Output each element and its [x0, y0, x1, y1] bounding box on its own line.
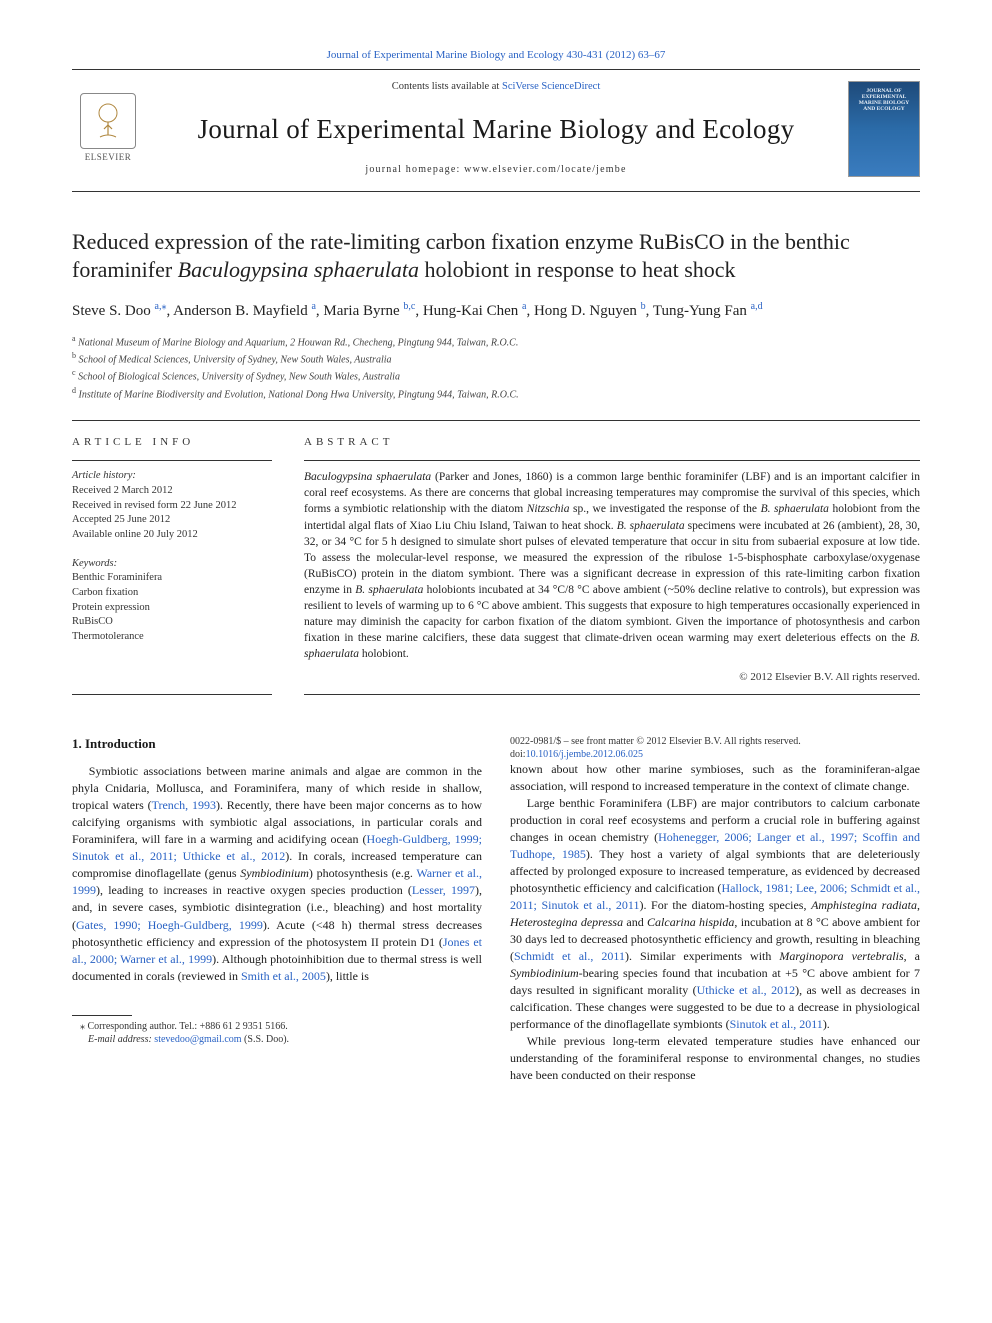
- corresponding-author-footnote: ⁎ Corresponding author. Tel.: +886 61 2 …: [72, 1020, 482, 1033]
- publisher-name: ELSEVIER: [85, 151, 132, 164]
- elsevier-tree-icon: [80, 93, 136, 149]
- bottom-meta: 0022-0981/$ – see front matter © 2012 El…: [510, 735, 920, 761]
- doi-label: doi:: [510, 749, 526, 760]
- article-title: Reduced expression of the rate-limiting …: [72, 228, 920, 285]
- author: Maria Byrne b,c: [323, 303, 415, 319]
- history-line: Accepted 25 June 2012: [72, 513, 272, 528]
- abstract-copyright: © 2012 Elsevier B.V. All rights reserved…: [304, 670, 920, 685]
- top-citation: Journal of Experimental Marine Biology a…: [72, 48, 920, 63]
- info-rule: [72, 460, 272, 461]
- author-list: Steve S. Doo a,⁎, Anderson B. Mayfield a…: [72, 299, 920, 323]
- journal-cover-thumb: JOURNAL OF EXPERIMENTAL MARINE BIOLOGY A…: [848, 81, 920, 177]
- email-label: E-mail address:: [88, 1034, 154, 1045]
- history-line: Received 2 March 2012: [72, 484, 272, 499]
- affiliation: a National Museum of Marine Biology and …: [72, 333, 920, 350]
- author: Hung-Kai Chen a: [423, 303, 527, 319]
- contents-prefix: Contents lists available at: [392, 81, 502, 92]
- email-footnote: E-mail address: stevedoo@gmail.com (S.S.…: [72, 1033, 482, 1046]
- email-person: (S.S. Doo).: [242, 1034, 290, 1045]
- intro-para-3: Large benthic Foraminifera (LBF) are maj…: [510, 795, 920, 1033]
- title-post: holobiont in response to heat shock: [419, 257, 736, 282]
- keywords-label: Keywords:: [72, 557, 272, 572]
- affiliation: c School of Biological Sciences, Univers…: [72, 367, 920, 384]
- sciencedirect-link[interactable]: SciVerse ScienceDirect: [502, 81, 600, 92]
- intro-para-2: known about how other marine symbioses, …: [510, 761, 920, 795]
- abstract-rule: [304, 460, 920, 461]
- author: Tung-Yung Fan a,d: [653, 303, 763, 319]
- masthead-center: Contents lists available at SciVerse Sci…: [160, 80, 832, 176]
- author: Hong D. Nguyen b: [534, 303, 646, 319]
- history-line: Received in revised form 22 June 2012: [72, 499, 272, 514]
- title-species: Baculogypsina sphaerulata: [178, 257, 419, 282]
- section-heading-intro: 1. Introduction: [72, 735, 482, 753]
- intro-para-4: While previous long-term elevated temper…: [510, 1033, 920, 1084]
- journal-homepage: journal homepage: www.elsevier.com/locat…: [160, 163, 832, 177]
- masthead: ELSEVIER Contents lists available at Sci…: [72, 69, 920, 191]
- corr-label: ⁎ Corresponding author. Tel.:: [80, 1021, 200, 1032]
- article-info-heading: article info: [72, 435, 272, 450]
- doi-link[interactable]: 10.1016/j.jembe.2012.06.025: [526, 749, 644, 760]
- intro-para-1: Symbiotic associations between marine an…: [72, 763, 482, 984]
- corr-tel: +886 61 2 9351 5166.: [200, 1021, 288, 1032]
- publisher-logo: ELSEVIER: [72, 89, 144, 169]
- author: Anderson B. Mayfield a: [173, 303, 316, 319]
- divider-rule: [72, 420, 920, 421]
- footnote-rule: [72, 1015, 132, 1016]
- keyword: Benthic Foraminifera: [72, 571, 272, 586]
- keyword: Carbon fixation: [72, 586, 272, 601]
- abstract-heading: abstract: [304, 435, 920, 450]
- article-history: Article history: Received 2 March 2012Re…: [72, 469, 272, 542]
- body-columns: 1. Introduction Symbiotic associations b…: [72, 735, 920, 1085]
- abstract-text: Baculogypsina sphaerulata (Parker and Jo…: [304, 469, 920, 662]
- post-abstract-rule: [72, 694, 920, 695]
- info-abstract-row: article info Article history: Received 2…: [72, 435, 920, 686]
- keyword: Thermotolerance: [72, 630, 272, 645]
- article-info-column: article info Article history: Received 2…: [72, 435, 272, 686]
- affiliation-list: a National Museum of Marine Biology and …: [72, 333, 920, 402]
- keyword: Protein expression: [72, 601, 272, 616]
- keyword: RuBisCO: [72, 615, 272, 630]
- cover-thumb-text: JOURNAL OF EXPERIMENTAL MARINE BIOLOGY A…: [853, 88, 915, 112]
- title-block: Reduced expression of the rate-limiting …: [72, 228, 920, 402]
- history-line: Available online 20 July 2012: [72, 528, 272, 543]
- author: Steve S. Doo a,⁎: [72, 303, 166, 319]
- issn-line: 0022-0981/$ – see front matter © 2012 El…: [510, 735, 920, 748]
- abstract-column: abstract Baculogypsina sphaerulata (Park…: [304, 435, 920, 686]
- keywords-block: Keywords: Benthic ForaminiferaCarbon fix…: [72, 557, 272, 645]
- history-label: Article history:: [72, 469, 272, 484]
- email-link[interactable]: stevedoo@gmail.com: [154, 1034, 241, 1045]
- journal-name: Journal of Experimental Marine Biology a…: [160, 111, 832, 149]
- affiliation: d Institute of Marine Biodiversity and E…: [72, 385, 920, 402]
- contents-line: Contents lists available at SciVerse Sci…: [160, 80, 832, 95]
- affiliation: b School of Medical Sciences, University…: [72, 350, 920, 367]
